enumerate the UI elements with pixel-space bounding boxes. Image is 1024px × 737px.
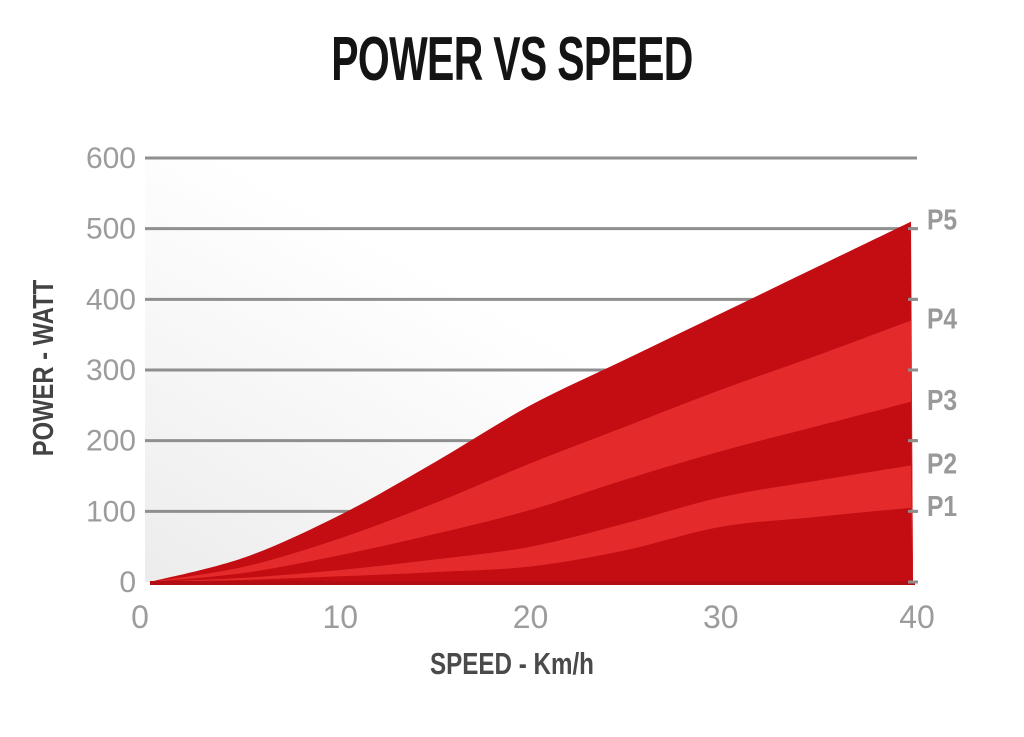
series-label-group-P1: P1 [927, 490, 957, 522]
x-tick-label-20: 20 [513, 599, 549, 635]
x-tick-label-10: 10 [322, 599, 358, 635]
y-tick-label-500: 500 [86, 213, 136, 246]
x-tick-label-30: 30 [703, 599, 739, 635]
series-label-group-P2: P2 [927, 448, 957, 480]
series-area-P1 [150, 507, 913, 582]
y-tick-label-100: 100 [86, 495, 136, 528]
series-label-group-P4: P4 [927, 303, 957, 335]
x-tick-label-0: 0 [131, 599, 149, 635]
chart-title: POWER VS SPEED [331, 25, 693, 94]
y-tick-label-600: 600 [86, 142, 136, 175]
x-axis-title: SPEED - Km/h [430, 646, 594, 681]
x-tick-label-40: 40 [899, 599, 935, 635]
series-label-P2: P2 [927, 448, 957, 480]
y-tick-label-400: 400 [86, 283, 136, 316]
series-label-P1: P1 [927, 490, 957, 522]
y-tick-label-0: 0 [119, 566, 136, 599]
series-label-P5: P5 [927, 204, 957, 236]
y-tick-label-200: 200 [86, 425, 136, 458]
y-tick-label-300: 300 [86, 354, 136, 387]
x-axis-line [150, 581, 915, 585]
series-label-P3: P3 [927, 384, 957, 416]
series-label-group-P3: P3 [927, 384, 957, 416]
series-label-P4: P4 [927, 303, 957, 335]
series-label-group-P5: P5 [927, 204, 957, 236]
